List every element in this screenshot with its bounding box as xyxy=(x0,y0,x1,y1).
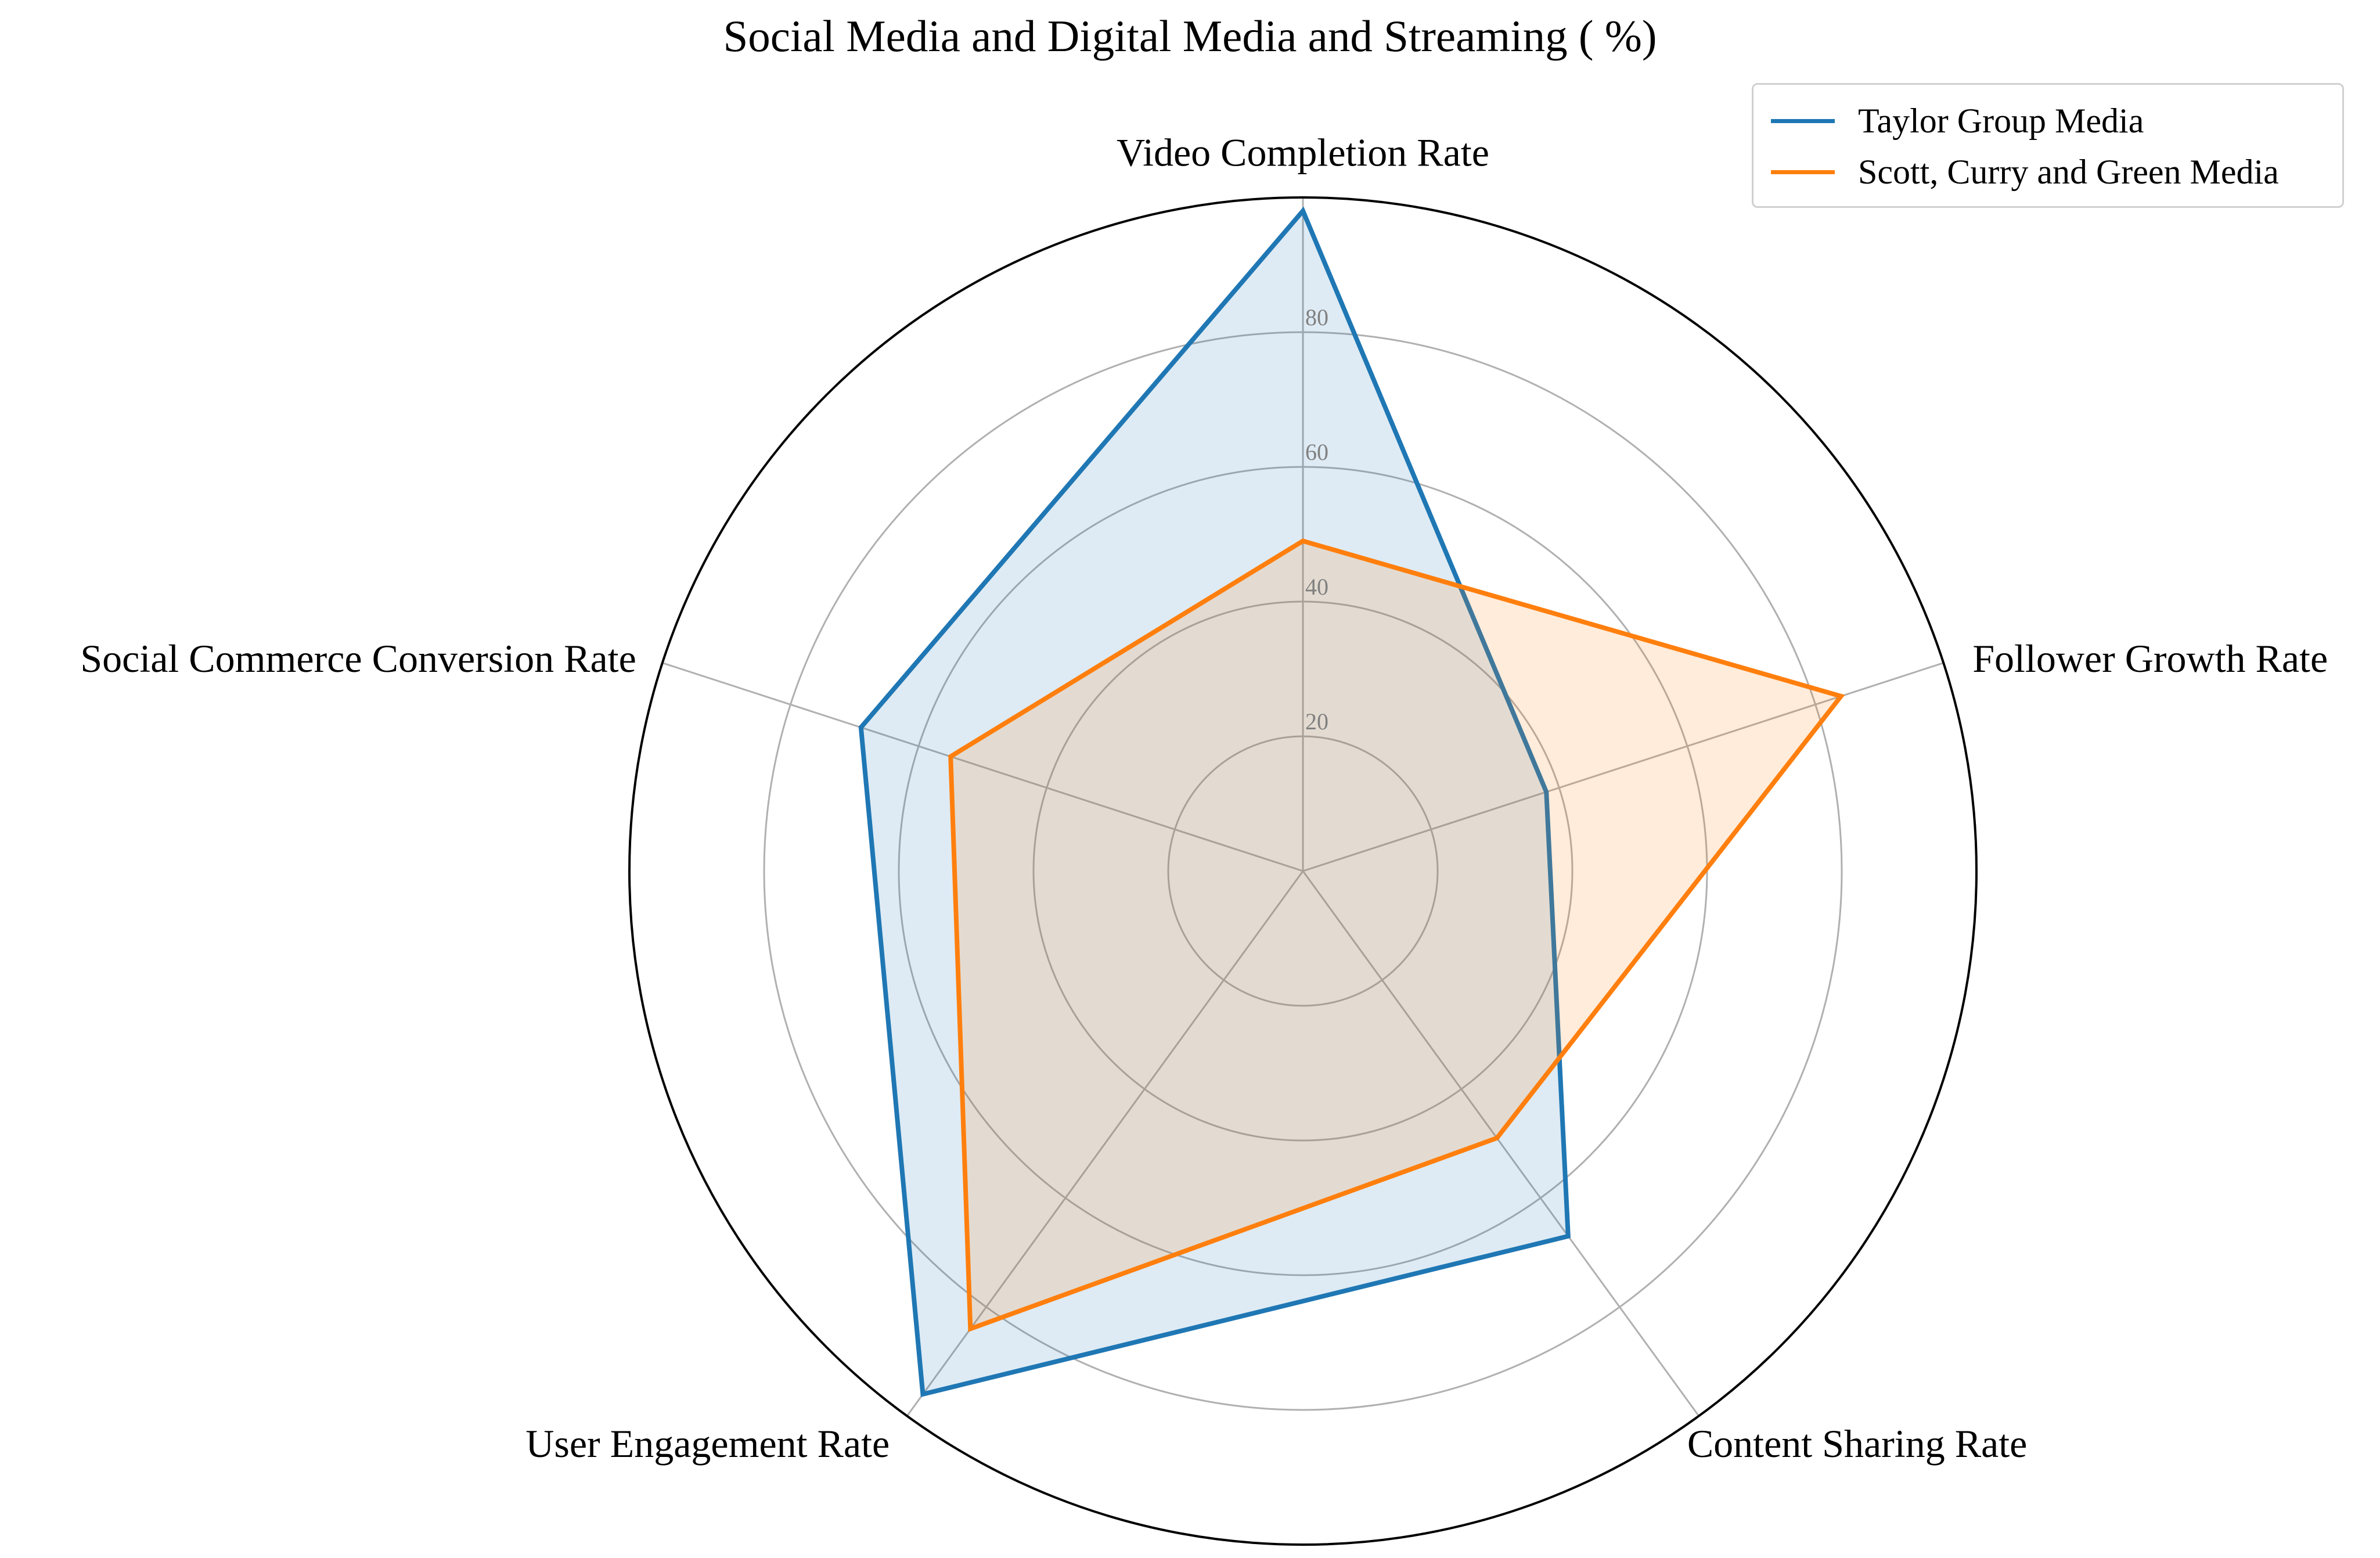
legend: Taylor Group Media Scott, Curry and Gree… xyxy=(1752,83,2344,208)
series-fill-1 xyxy=(950,541,1841,1329)
spoke-1 xyxy=(1302,662,1944,872)
r-tick-label-3: 80 xyxy=(1305,304,1328,330)
radar-series xyxy=(858,206,1845,1397)
series-line-0 xyxy=(858,206,1571,1397)
spoke-4 xyxy=(662,662,1304,872)
outer-frame xyxy=(628,196,1978,1546)
legend-label-scott: Scott, Curry and Green Media xyxy=(1858,152,2279,191)
category-label-3: User Engagement Rate xyxy=(525,1422,890,1466)
spoke-3 xyxy=(906,870,1304,1417)
legend-label-taylor: Taylor Group Media xyxy=(1858,101,2144,140)
category-label-1: Follower Growth Rate xyxy=(1972,636,2328,681)
legend-item-taylor: Taylor Group Media xyxy=(1771,98,2144,144)
category-label-2: Content Sharing Rate xyxy=(1687,1422,2027,1466)
category-label-0: Video Completion Rate xyxy=(1117,131,1489,175)
radar-grid xyxy=(628,196,1978,1546)
r-tick-label-1: 40 xyxy=(1305,574,1328,600)
category-label-4: Social Commerce Conversion Rate xyxy=(80,636,636,681)
legend-swatch-scott xyxy=(1771,170,1835,174)
series-line-1 xyxy=(948,538,1845,1332)
radar-labels: 20 40 60 80 Video Completion Rate Follower Gr… xyxy=(80,131,2328,1466)
legend-item-scott: Scott, Curry and Green Media xyxy=(1771,149,2279,195)
r-tick-label-0: 20 xyxy=(1305,708,1328,735)
series-fill-0 xyxy=(860,211,1568,1394)
spoke-2 xyxy=(1302,870,1700,1417)
chart-title: Social Media and Digital Media and Strea… xyxy=(723,11,1657,61)
legend-swatch-taylor xyxy=(1771,118,1835,123)
r-tick-label-2: 60 xyxy=(1305,439,1328,465)
